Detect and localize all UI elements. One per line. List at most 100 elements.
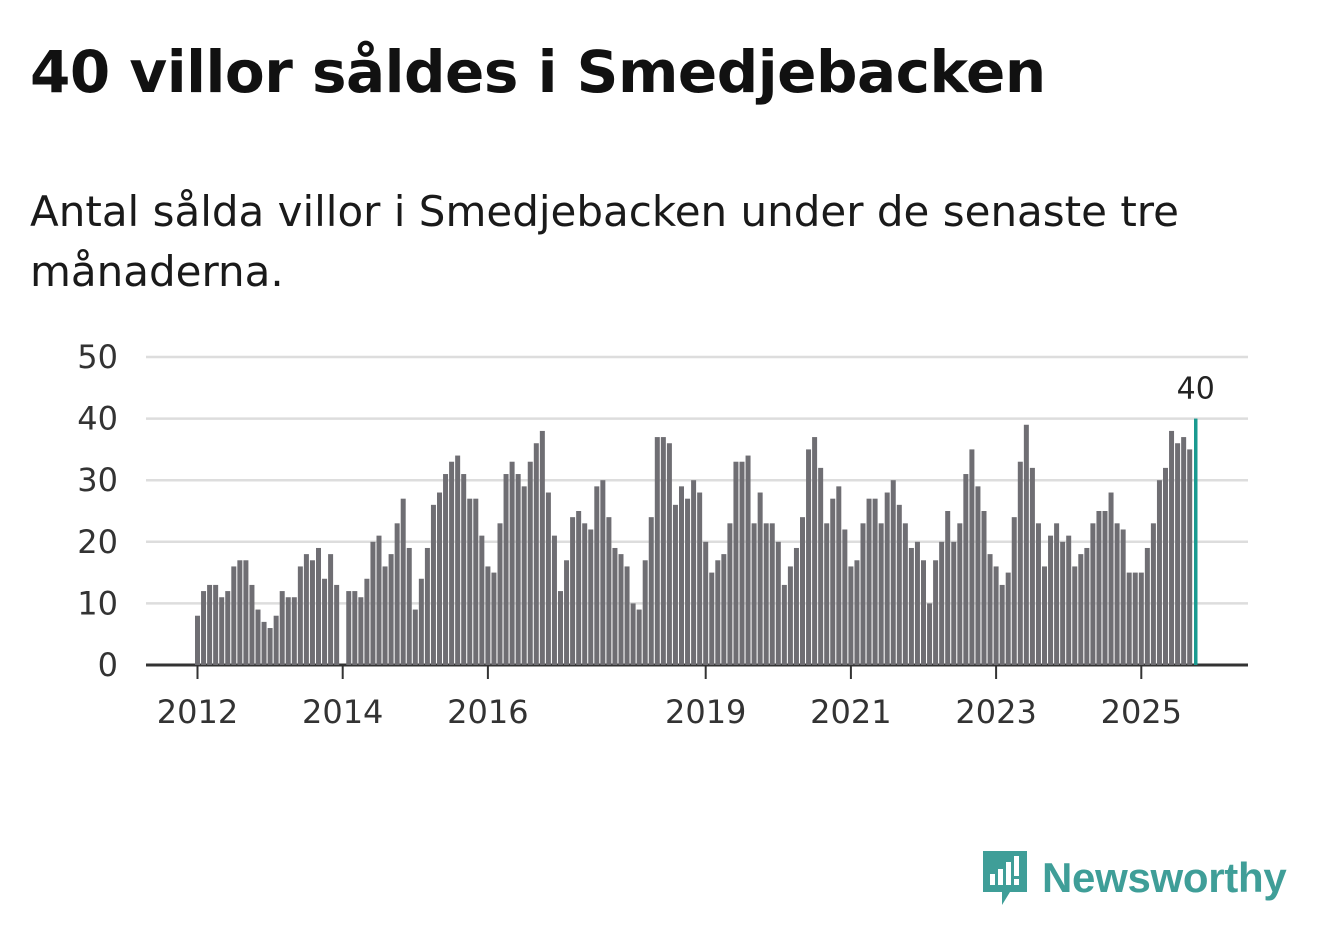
bar (1029, 467, 1035, 665)
bar (721, 554, 727, 665)
bar (303, 554, 309, 665)
bar (793, 547, 799, 665)
bar (231, 566, 237, 665)
bar (1187, 449, 1193, 665)
bar (781, 584, 787, 665)
bar (328, 554, 334, 665)
bar (491, 572, 497, 665)
y-tick-label: 50 (77, 338, 118, 376)
bar (757, 492, 763, 665)
bar (624, 566, 630, 665)
bar (999, 584, 1005, 665)
bar (927, 603, 933, 665)
bar (1060, 541, 1066, 665)
bar (933, 560, 939, 665)
bar (437, 492, 442, 665)
bar (249, 584, 255, 665)
bar (243, 560, 249, 665)
y-tick-label: 30 (77, 461, 118, 499)
bar (1005, 572, 1011, 665)
bar (267, 628, 273, 665)
bar (939, 541, 945, 665)
bar (697, 492, 703, 665)
y-tick-label: 10 (77, 584, 118, 622)
bar (545, 492, 551, 665)
bar (1120, 529, 1126, 665)
bar (854, 560, 860, 665)
bar (406, 547, 412, 665)
bar (473, 498, 479, 665)
bar (709, 572, 715, 665)
bar (225, 591, 231, 665)
bar (618, 554, 624, 665)
bar (1175, 443, 1181, 665)
y-axis-ticks: 0 10 20 30 40 50 (77, 338, 118, 684)
bar (1138, 572, 1144, 665)
bar (551, 535, 557, 665)
bar (872, 498, 878, 665)
bar (261, 621, 267, 665)
bar (564, 560, 570, 665)
chart-bars (195, 418, 1198, 665)
bar (836, 486, 842, 665)
bar (1126, 572, 1132, 665)
bar (455, 455, 461, 665)
bar (322, 578, 328, 665)
bar-chart: 0 10 20 30 40 50 2012 2014 2016 2019 2021 2023 2025… (77, 338, 1248, 731)
bar (636, 609, 642, 665)
bar (521, 486, 527, 665)
bar (291, 597, 297, 665)
bar (987, 554, 993, 665)
bar (993, 566, 999, 665)
bar (981, 511, 987, 665)
bar (1156, 480, 1162, 665)
bar (382, 566, 388, 665)
bar (763, 523, 769, 665)
bar (370, 541, 376, 665)
brand-name: Newsworthy (1042, 854, 1287, 901)
bar (1011, 517, 1017, 665)
bar (951, 541, 957, 665)
x-tick-label: 2019 (665, 693, 746, 731)
bar (588, 529, 594, 665)
chart-subtitle: Antal sålda villor i Smedjebacken under … (30, 187, 1179, 296)
bar (963, 474, 969, 665)
bar (346, 591, 352, 665)
x-axis-ticks: 2012 2014 2016 2019 2021 2023 2025 (157, 665, 1182, 731)
bar (1108, 492, 1114, 665)
bar (1114, 523, 1120, 665)
bar (672, 504, 678, 665)
x-tick-label: 2012 (157, 693, 238, 731)
bar (582, 523, 588, 665)
bar (394, 523, 400, 665)
bar (570, 517, 576, 665)
bar (945, 511, 951, 665)
page-title: 40 villor såldes i Smedjebacken (30, 38, 1046, 106)
bar (1042, 566, 1047, 665)
bar (600, 480, 606, 665)
bar (1066, 535, 1072, 665)
bar (213, 584, 219, 665)
bar (642, 560, 648, 665)
bar (648, 517, 654, 665)
bar (1169, 430, 1175, 665)
bar (818, 467, 824, 665)
bar (1144, 547, 1150, 665)
bar (914, 541, 920, 665)
bar (1150, 523, 1156, 665)
bar (279, 591, 285, 665)
bar (388, 554, 394, 665)
bar (751, 523, 757, 665)
bar (497, 523, 503, 665)
bar (527, 461, 533, 665)
bar (219, 597, 225, 665)
bar (424, 547, 430, 665)
bar (745, 455, 751, 665)
bar (1023, 424, 1029, 665)
bar (685, 498, 691, 665)
bar (612, 547, 618, 665)
bar (703, 541, 709, 665)
chart-annotations: 40 (1177, 372, 1215, 407)
bar (969, 449, 975, 665)
bar (739, 461, 745, 665)
